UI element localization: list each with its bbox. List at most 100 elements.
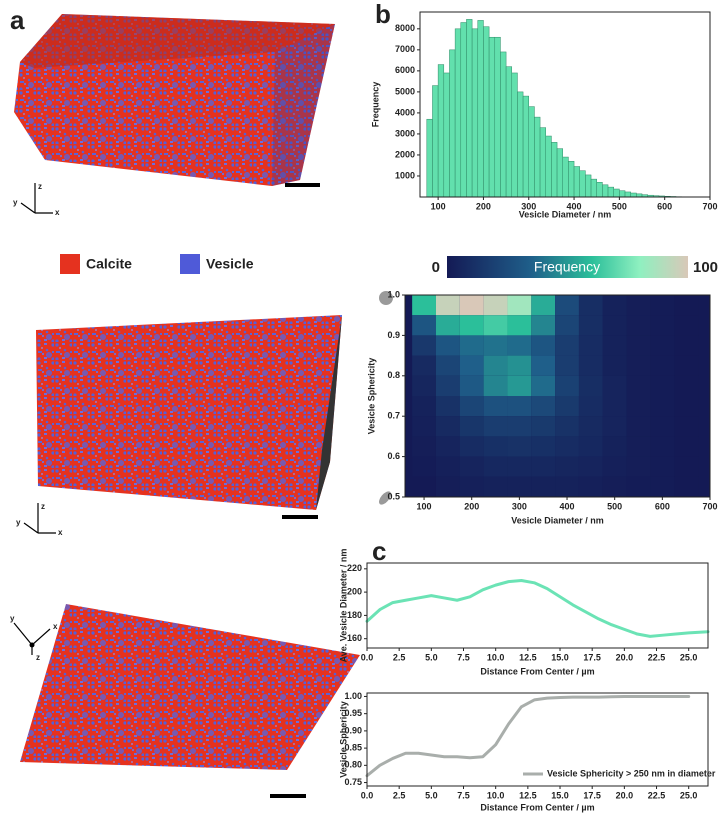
heatmap-cell [626,476,651,497]
x-tick-label: 15.0 [551,790,569,800]
heatmap-cell [650,375,675,396]
triad-label: y [10,614,15,623]
y-tick-label: 7000 [395,44,415,54]
x-tick-label: 22.5 [648,652,666,662]
heatmap-cell [674,335,699,356]
histogram-bar [437,64,445,198]
triad-label: x [58,528,63,537]
triad-axis [23,522,39,534]
x-tick-label: 17.5 [583,652,601,662]
triad-axis [31,628,51,646]
heatmap-cell [626,355,651,376]
histogram-bar [505,66,513,198]
histogram-bar [454,28,462,198]
x-tick-label: 17.5 [583,790,601,800]
render-top-face [20,14,335,68]
legend-label: Vesicle Sphericity > 250 nm in diameter [547,768,716,778]
legend-swatch [60,254,80,274]
heatmap-cell [412,396,436,417]
heatmap-cell [483,355,508,376]
heatmap-cell [483,396,508,417]
y-tick-label: 8000 [395,23,415,33]
heatmap-cell [412,295,436,316]
y-tick-label: 0.6 [387,451,400,461]
heatmap-cell [459,396,484,417]
histogram-bar [539,127,546,198]
tomogram-render [20,604,360,770]
x-tick-label: 20.0 [616,652,634,662]
histogram-bar [551,142,558,198]
x-tick-label: 0.0 [361,790,374,800]
heatmap-cell [412,335,436,356]
heatmap-cell [507,476,532,497]
heatmap-cell [555,396,579,417]
x-tick-label: 2.5 [393,790,406,800]
histogram-bar [443,72,450,198]
histogram-bar [613,188,620,198]
y-tick-label: 4000 [395,107,415,117]
plot-frame [366,562,709,649]
histogram-bar [432,85,439,198]
histogram-bar [590,178,597,198]
heatmap-cell [459,436,484,457]
histogram-bar [460,22,467,198]
panel-label: c [372,536,386,566]
y-tick-label: 0.80 [344,760,362,770]
histogram-bar [449,49,456,198]
panel-label: b [375,0,391,29]
y-tick-label: 160 [347,633,362,643]
x-tick-label: 400 [560,501,575,511]
heatmap-cell [626,335,651,356]
x-tick-label: 600 [655,501,670,511]
x-tick-label: 700 [702,201,717,211]
heatmap-cell [459,456,484,477]
heatmap-cell [578,476,603,497]
y-tick-label: 0.5 [387,491,400,501]
triad-label: z [41,502,45,511]
x-tick-label: 10.0 [487,652,505,662]
triad-label: x [55,208,60,217]
heatmap-cell [483,295,508,316]
x-tick-label: 7.5 [457,652,470,662]
x-tick-label: 15.0 [551,652,569,662]
histogram-bar [573,166,580,198]
heatmap-cell [578,416,603,437]
histogram-bar [585,174,592,198]
heatmap-cell [674,355,699,376]
y-tick-label: 1.00 [344,691,362,701]
heatmap-cell [555,436,579,457]
y-tick-label: 0.8 [387,370,400,380]
x-tick-label: 25.0 [680,652,698,662]
histogram-bar [556,148,563,198]
heatmap-cell [483,315,508,336]
y-tick-label: 0.7 [387,411,400,421]
heatmap-cell [412,375,436,396]
x-tick-label: 12.5 [519,652,537,662]
heatmap-cell [412,315,436,336]
heatmap-cell [459,476,484,497]
heatmap-cell [674,375,699,396]
panel-label: a [10,5,25,35]
legend-label: Calcite [86,256,132,272]
y-tick-label: 6000 [395,65,415,75]
heatmap-cell [555,355,579,376]
x-axis-label: Vesicle Diameter / nm [511,515,604,525]
tomogram-render [36,315,342,510]
histogram-bar [607,186,614,198]
heatmap-cell [435,396,460,417]
x-tick-label: 7.5 [457,790,470,800]
histogram-bar [483,26,490,198]
colorbar-min-label: 0 [432,259,440,276]
histogram-bar [562,156,569,198]
x-tick-label: 20.0 [616,790,634,800]
triad-axis [20,202,36,214]
x-tick-label: 200 [464,501,479,511]
triad-label: z [38,182,42,191]
heatmap-cell [435,456,460,477]
heatmap-cell [435,295,460,316]
heatmap-cell [650,416,675,437]
x-tick-label: 12.5 [519,790,537,800]
x-tick-label: 400 [567,201,582,211]
heatmap-cell [412,436,436,457]
heatmap-cell [483,456,508,477]
